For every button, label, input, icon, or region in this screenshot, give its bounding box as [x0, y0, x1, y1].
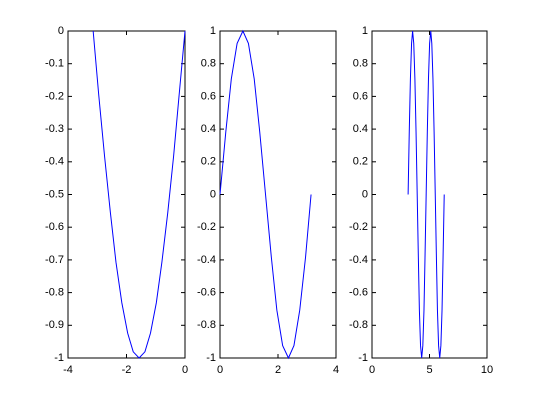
x-tick-label: 0: [182, 364, 188, 376]
x-tick-label: 10: [481, 364, 493, 376]
axes-box: [219, 30, 337, 359]
y-tick-label: -1: [358, 352, 368, 364]
y-tick-label: -0.9: [45, 319, 64, 331]
y-tick-label: -0.4: [45, 156, 64, 168]
y-tick-label: 0: [58, 25, 64, 37]
y-tick-label: -0.8: [197, 319, 216, 331]
y-tick-label: 1: [210, 25, 216, 37]
y-tick-label: -0.3: [45, 123, 64, 135]
y-tick-label: -0.5: [45, 188, 64, 200]
y-tick-label: 0: [362, 188, 368, 200]
y-tick-label: -0.2: [197, 221, 216, 233]
y-tick-label: 0.4: [201, 123, 216, 135]
data-line: [407, 30, 445, 359]
y-tick-label: -0.4: [349, 254, 368, 266]
x-tick-label: 0: [369, 364, 375, 376]
y-tick-label: 0: [210, 188, 216, 200]
y-tick-label: 0.2: [201, 156, 216, 168]
y-tick-label: -1: [54, 352, 64, 364]
y-tick-label: 0.8: [201, 58, 216, 70]
y-tick-label: -0.6: [197, 287, 216, 299]
axes-box: [371, 30, 488, 359]
y-tick-label: 0.4: [353, 123, 368, 135]
y-tick-label: -0.6: [45, 221, 64, 233]
x-tick-label: 0: [217, 364, 223, 376]
y-tick-label: 1: [362, 25, 368, 37]
y-tick-label: 0.6: [201, 90, 216, 102]
y-tick-label: 0.8: [353, 58, 368, 70]
x-tick-label: 2: [275, 364, 281, 376]
y-tick-label: -0.1: [45, 58, 64, 70]
y-tick-label: 0.2: [353, 156, 368, 168]
axes-box: [67, 30, 186, 359]
x-tick-label: -2: [122, 364, 132, 376]
x-tick-label: 4: [333, 364, 339, 376]
x-tick-label: -4: [63, 364, 73, 376]
data-line: [92, 30, 186, 359]
y-tick-label: -1: [206, 352, 216, 364]
y-tick-label: -0.2: [45, 90, 64, 102]
y-tick-label: -0.6: [349, 287, 368, 299]
y-tick-label: 0.6: [353, 90, 368, 102]
y-tick-label: -0.7: [45, 254, 64, 266]
x-tick-label: 5: [426, 364, 432, 376]
y-tick-label: -0.8: [45, 287, 64, 299]
y-tick-label: -0.4: [197, 254, 216, 266]
data-line: [219, 29, 312, 360]
y-tick-label: -0.2: [349, 221, 368, 233]
y-tick-label: -0.8: [349, 319, 368, 331]
